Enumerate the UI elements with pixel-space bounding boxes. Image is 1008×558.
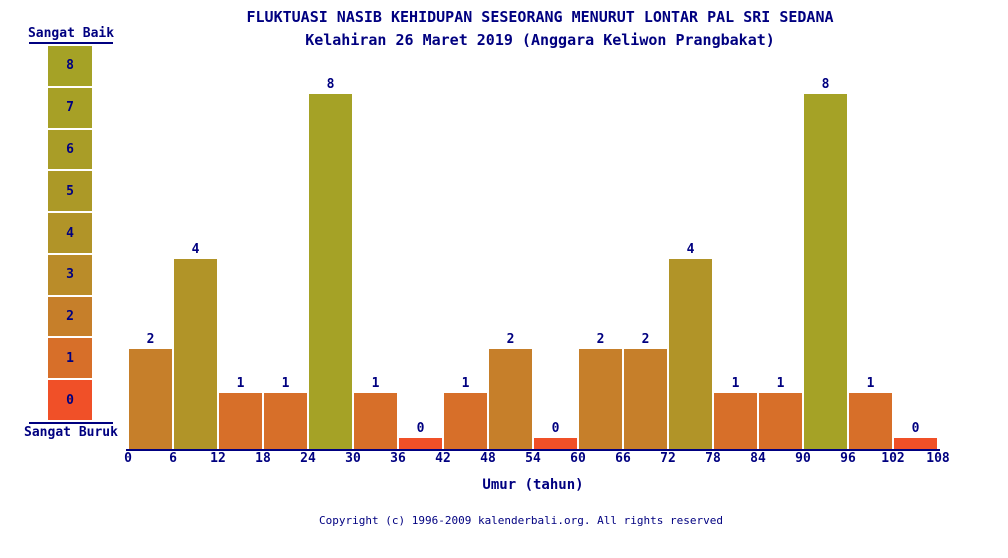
bar-value-label: 4 <box>191 242 200 257</box>
bar-cell-12-18: 1 <box>218 78 263 450</box>
bar-cell-42-48: 1 <box>443 78 488 450</box>
legend-scale-block-1: 1 <box>48 338 92 379</box>
legend-scale-block-3: 3 <box>48 254 92 295</box>
bar <box>579 348 622 450</box>
bar-cell-84-90: 1 <box>758 78 803 450</box>
bar-cell-102-108: 0 <box>893 78 938 450</box>
bar <box>129 348 172 450</box>
x-tick-label: 30 <box>345 451 361 466</box>
x-axis-line <box>126 449 940 451</box>
bar-cell-36-42: 0 <box>398 78 443 450</box>
bar <box>714 393 757 450</box>
x-tick-label: 54 <box>525 451 541 466</box>
x-tick-label: 18 <box>255 451 271 466</box>
x-tick-label: 24 <box>300 451 316 466</box>
bar <box>264 393 307 450</box>
bar-cell-90-96: 8 <box>803 78 848 450</box>
bar <box>534 438 577 450</box>
bar <box>354 393 397 450</box>
bar-value-label: 2 <box>596 331 605 347</box>
chart-title: FLUKTUASI NASIB KEHIDUPAN SESEORANG MENU… <box>246 8 834 26</box>
bar-value-label: 1 <box>371 376 380 392</box>
bar-cell-96-102: 1 <box>848 78 893 450</box>
legend-bottom-label: Sangat Buruk <box>24 425 118 440</box>
legend-scale-block-8: 8 <box>48 46 92 86</box>
chart-subtitle: Kelahiran 26 Maret 2019 (Anggara Keliwon… <box>305 31 775 49</box>
legend-scale-block-7: 7 <box>48 87 92 128</box>
x-tick-label: 42 <box>435 451 451 466</box>
bar-cell-72-78: 4 <box>668 78 713 450</box>
x-tick-label: 0 <box>124 451 132 466</box>
legend-scale-block-6: 6 <box>48 129 92 170</box>
x-tick-label: 72 <box>660 451 676 466</box>
x-tick-label: 84 <box>750 451 766 466</box>
legend-scale-block-0: 0 <box>48 380 92 421</box>
bar-value-label: 0 <box>551 421 560 436</box>
x-tick-label: 12 <box>210 451 226 466</box>
bar-cell-6-12: 4 <box>173 78 218 450</box>
bar-cell-78-84: 1 <box>713 78 758 450</box>
bar-plot-area: 2 4 1 1 8 1 0 1 2 0 2 2 4 1 1 8 1 0 <box>128 78 938 450</box>
bar-value-label: 1 <box>461 376 470 392</box>
x-tick-label: 108 <box>926 451 950 466</box>
bar <box>669 259 712 450</box>
legend-bottom-divider <box>29 422 113 424</box>
bar-cell-0-6: 2 <box>128 78 173 450</box>
bar-value-label: 4 <box>686 242 695 257</box>
legend-top-label: Sangat Baik <box>27 26 115 41</box>
bar-value-label: 2 <box>146 331 155 347</box>
bar-value-label: 8 <box>821 77 830 92</box>
bar-value-label: 0 <box>911 421 920 436</box>
bar <box>309 94 352 450</box>
bar-cell-66-72: 2 <box>623 78 668 450</box>
legend-top-divider <box>29 42 113 44</box>
x-axis-ticks: 0 6 12 18 24 30 36 42 48 54 60 66 72 78 84 90 96 102 108 <box>0 452 1008 468</box>
bar <box>804 94 847 450</box>
bar-value-label: 1 <box>866 376 875 392</box>
bar <box>624 348 667 450</box>
x-axis-label: Umur (tahun) <box>482 477 584 493</box>
bar <box>894 438 937 450</box>
bar-value-label: 1 <box>236 376 245 392</box>
legend-scale-block-2: 2 <box>48 296 92 337</box>
bar <box>759 393 802 450</box>
bar-cell-60-66: 2 <box>578 78 623 450</box>
bar-value-label: 1 <box>776 376 785 392</box>
bar-value-label: 8 <box>326 77 335 92</box>
bar-cell-48-54: 2 <box>488 78 533 450</box>
bar-cell-18-24: 1 <box>263 78 308 450</box>
bar-value-label: 2 <box>506 331 515 347</box>
legend-scale-block-5: 5 <box>48 171 92 212</box>
bar-cell-24-30: 8 <box>308 78 353 450</box>
x-tick-label: 90 <box>795 451 811 466</box>
x-tick-label: 60 <box>570 451 586 466</box>
copyright-text: Copyright (c) 1996-2009 kalenderbali.org… <box>319 514 723 527</box>
bar <box>399 438 442 450</box>
x-tick-label: 6 <box>169 451 177 466</box>
bar <box>219 393 262 450</box>
bar <box>444 393 487 450</box>
legend-scale-block-4: 4 <box>48 213 92 253</box>
x-tick-label: 96 <box>840 451 856 466</box>
x-tick-label: 102 <box>881 451 905 466</box>
x-tick-label: 66 <box>615 451 631 466</box>
x-tick-label: 78 <box>705 451 721 466</box>
x-tick-label: 48 <box>480 451 496 466</box>
bar <box>849 393 892 450</box>
bar-value-label: 2 <box>641 331 650 347</box>
bar-value-label: 1 <box>731 376 740 392</box>
bar-value-label: 1 <box>281 376 290 392</box>
bar-cell-30-36: 1 <box>353 78 398 450</box>
bar-value-label: 0 <box>416 421 425 436</box>
bar <box>489 348 532 450</box>
bar <box>174 259 217 450</box>
x-tick-label: 36 <box>390 451 406 466</box>
bar-cell-54-60: 0 <box>533 78 578 450</box>
